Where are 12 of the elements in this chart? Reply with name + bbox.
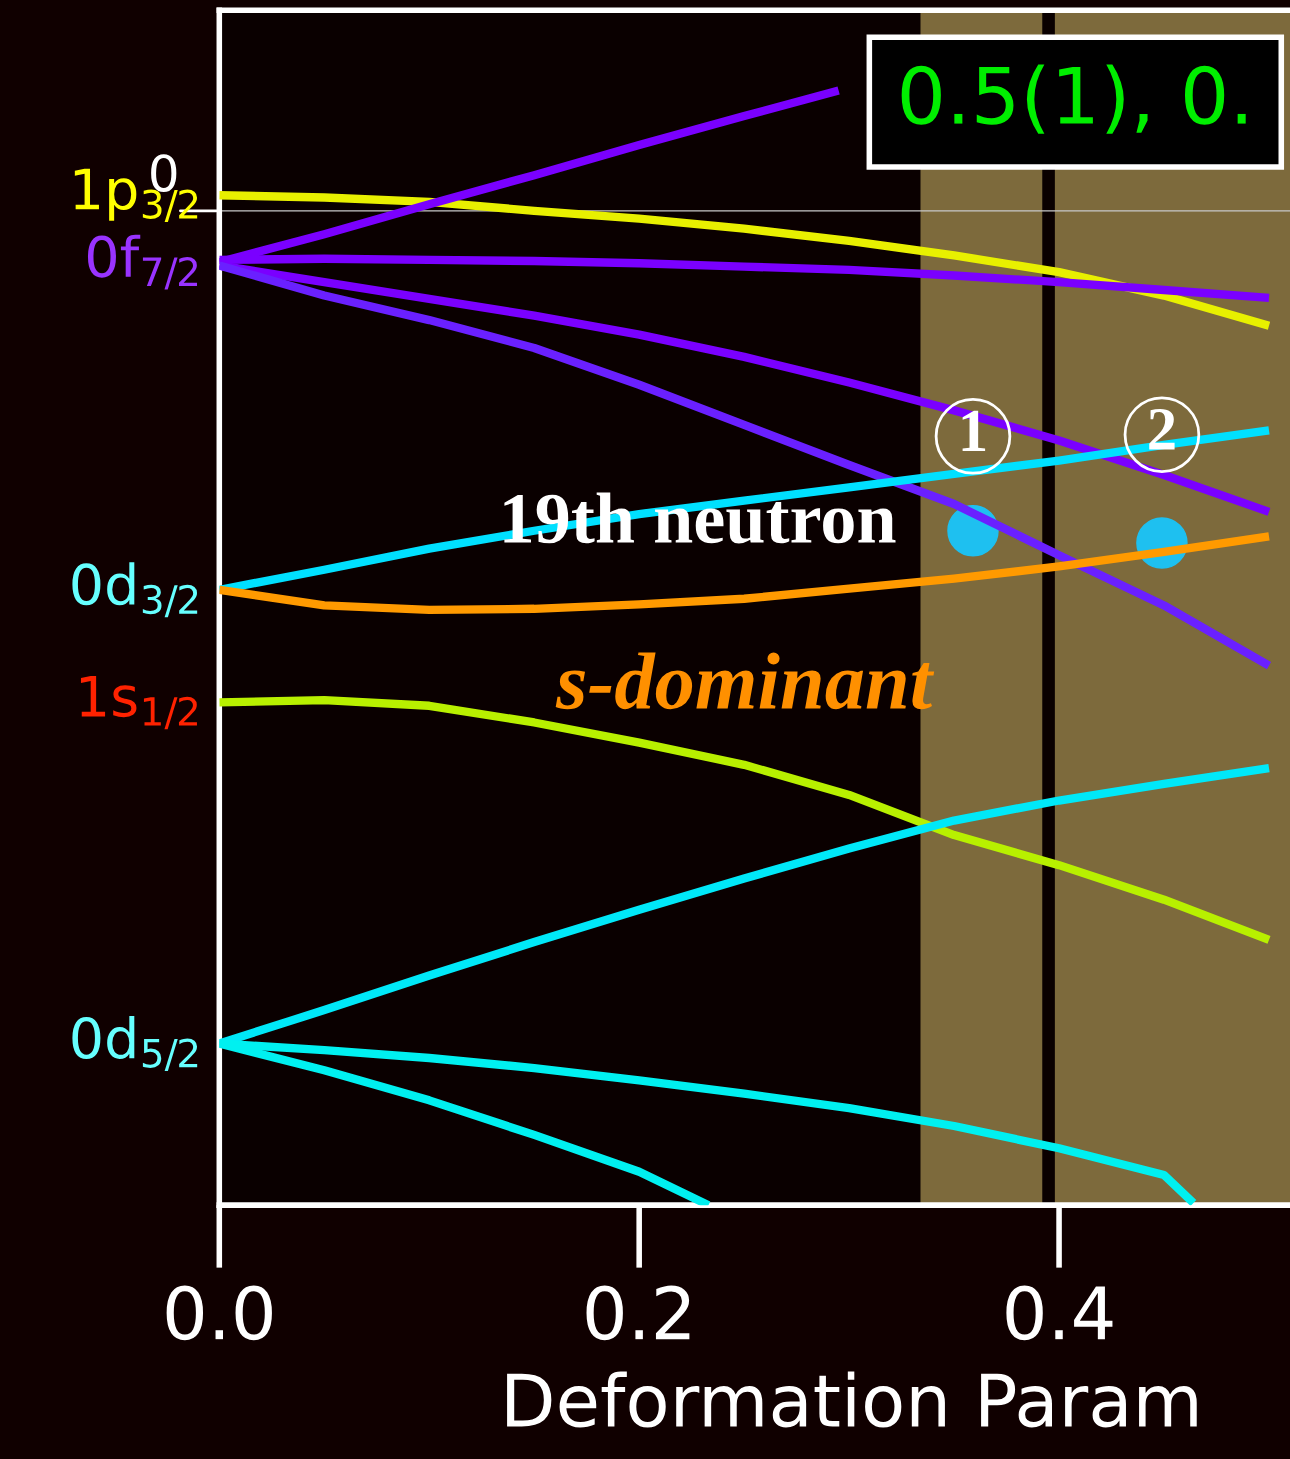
annotation: 1 <box>962 410 986 452</box>
annotation: 0d$_{3/2}$ <box>72 562 198 618</box>
x-tick-label: 0.0 <box>166 1285 272 1341</box>
x-tick-label: 0.4 <box>1006 1285 1113 1341</box>
annotation: 0.5(1), 0. <box>901 64 1246 134</box>
annotation: 0f$_{7/2}$ <box>87 234 198 290</box>
annotation: 2 <box>1149 408 1175 450</box>
annotation: s-dominant <box>555 652 935 710</box>
x-tick-label: 0.2 <box>586 1285 690 1341</box>
x-axis-title: Deformation Param <box>507 1371 1197 1428</box>
annotation: 1s$_{1/2}$ <box>80 675 197 730</box>
annotation: 0d$_{5/2}$ <box>72 1016 198 1071</box>
